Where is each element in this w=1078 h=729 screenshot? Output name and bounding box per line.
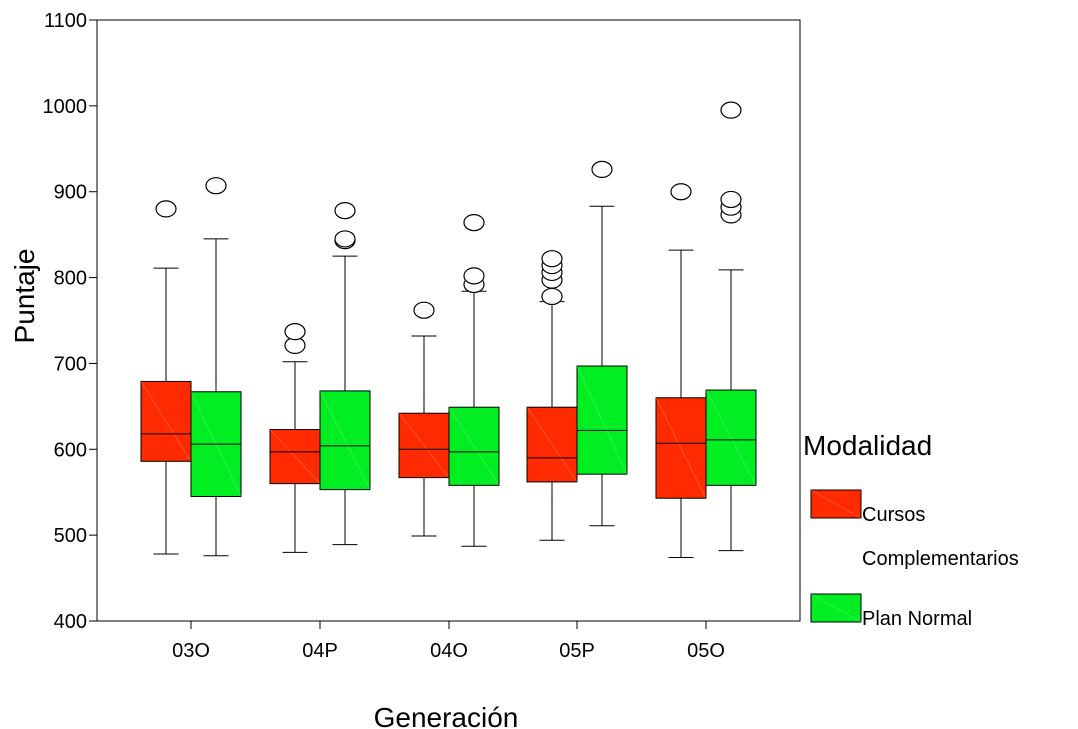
outlier-point xyxy=(670,183,692,201)
y-axis-label: Puntaje xyxy=(9,249,40,344)
outlier-point xyxy=(720,101,742,119)
box-texture xyxy=(269,429,321,484)
legend-swatch-texture xyxy=(810,489,862,519)
box xyxy=(140,200,192,555)
y-tick-label: 900 xyxy=(54,182,87,204)
outlier-point xyxy=(463,214,485,232)
y-tick-label: 400 xyxy=(54,611,87,633)
x-tick-label: 04P xyxy=(302,640,338,662)
box-texture xyxy=(398,412,450,478)
outlier-point xyxy=(413,301,435,319)
box xyxy=(319,202,371,546)
box xyxy=(269,323,321,553)
series-cursos-complementarios xyxy=(140,183,707,558)
legend-entry: Cursos Complementarios xyxy=(810,489,1019,570)
outlier-point xyxy=(205,177,227,195)
legend-label: Complementarios xyxy=(862,548,1019,570)
y-axis: 400 500 600 700 800 900 1000 1100 xyxy=(43,10,97,633)
box xyxy=(190,177,242,557)
legend-label: Plan Normal xyxy=(862,608,972,630)
plot-area xyxy=(96,19,801,622)
legend-swatch xyxy=(810,593,862,623)
box-texture xyxy=(140,381,192,462)
outlier-point xyxy=(591,160,613,178)
legend-title: Modalidad xyxy=(803,430,932,461)
outlier-point xyxy=(155,200,177,218)
outlier-point xyxy=(284,323,306,341)
y-tick-label: 1100 xyxy=(44,10,87,32)
y-tick-label: 1000 xyxy=(43,96,88,118)
iqr-box xyxy=(576,365,628,475)
box xyxy=(576,160,628,527)
outlier-point xyxy=(334,202,356,220)
box xyxy=(705,101,757,552)
box xyxy=(398,301,450,537)
outlier-point xyxy=(463,267,485,285)
y-tick-label: 600 xyxy=(54,439,87,461)
y-tick-label: 800 xyxy=(54,268,87,290)
x-tick-label: 03O xyxy=(172,640,210,662)
outlier-point xyxy=(334,230,356,248)
iqr-box xyxy=(705,389,757,486)
legend-label: Cursos xyxy=(862,504,925,526)
x-tick-label: 05P xyxy=(559,640,595,662)
box xyxy=(526,250,578,541)
box-series xyxy=(140,101,757,558)
iqr-box xyxy=(140,380,192,462)
legend-entry: Plan Normal xyxy=(810,593,972,630)
legend-swatch-texture xyxy=(810,593,862,623)
x-tick-label: 04O xyxy=(430,640,468,662)
x-axis: 03O 04P 04O 05P 05O xyxy=(172,621,725,662)
iqr-box xyxy=(448,406,500,486)
iqr-box xyxy=(398,412,450,479)
iqr-box xyxy=(319,390,371,491)
plot-border xyxy=(96,19,801,622)
legend-swatch xyxy=(810,489,862,519)
x-axis-label: Generación xyxy=(374,702,519,729)
box-texture xyxy=(319,390,371,490)
box xyxy=(655,183,707,558)
x-tick-label: 05O xyxy=(687,640,725,662)
series-plan-normal xyxy=(190,101,757,557)
y-tick-label: 500 xyxy=(54,525,87,547)
outlier-point xyxy=(541,287,563,306)
outlier-point xyxy=(720,190,742,209)
box-texture xyxy=(705,389,757,486)
box-texture xyxy=(448,406,500,486)
box-texture xyxy=(526,406,578,483)
iqr-box xyxy=(526,406,578,483)
outlier-point xyxy=(541,250,563,268)
iqr-box xyxy=(269,429,321,485)
iqr-box xyxy=(655,397,707,499)
box-texture xyxy=(655,397,707,499)
y-tick-label: 700 xyxy=(54,353,87,375)
box xyxy=(448,214,500,547)
box-texture xyxy=(576,365,628,475)
legend: Modalidad Cursos Complementarios Plan Norm… xyxy=(803,430,1019,630)
